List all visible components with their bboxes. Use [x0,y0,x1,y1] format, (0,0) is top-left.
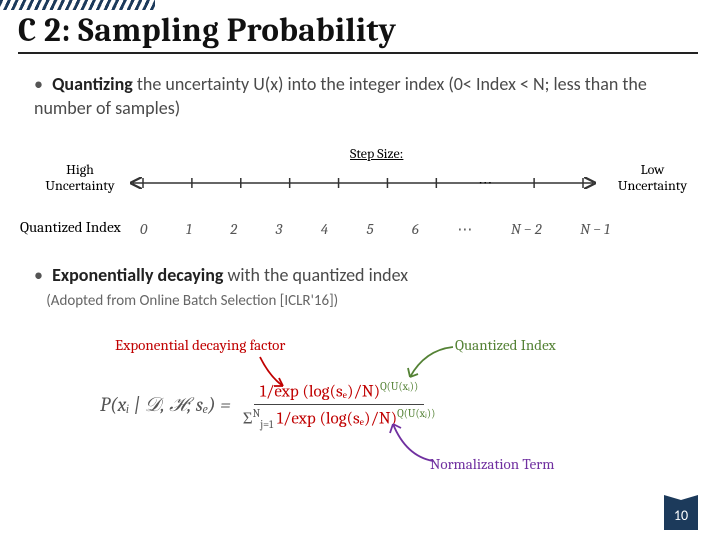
tick-6: 6 [412,220,419,238]
number-line: ⋯ [128,168,598,198]
quantized-index-label-2: Quantized Index [455,336,556,354]
page-number-badge: 10 [664,500,698,530]
quantized-index-label: Quantized Index [20,218,121,236]
bullet-marker: • [34,72,48,96]
den-core: 1/exp (log(sₑ)/N) [277,409,397,428]
normalization-term-label: Normalization Term [430,455,554,473]
den-sum: Σ [243,409,253,428]
tick-0: 0 [140,220,147,238]
num-exp: Q(U(xᵢ)) [380,380,418,393]
bullet2-subnote: (Adopted from Online Batch Selection [IC… [46,292,338,310]
page-title: C 2: Sampling Probability [18,12,698,54]
formula-lhs: P(xᵢ | 𝒟, ℋ; sₑ) = [100,393,231,417]
high-uncertainty-label: High Uncertainty [40,162,120,194]
bullet1-lead: Quantizing [52,73,133,95]
header-hatching [0,0,155,10]
bullet-quantizing: • Quantizing the uncertainty U(x) into t… [34,72,684,121]
tick-n2: N − 2 [511,220,542,238]
bullet-marker: • [34,263,48,287]
step-size-label: Step Size: [350,145,403,162]
tick-2: 2 [230,220,237,238]
tick-3: 3 [276,220,283,238]
svg-text:⋯: ⋯ [478,174,492,191]
bullet2-lead: Exponentially decaying [52,264,223,286]
den-sum-lo: j=1 [260,418,273,431]
tick-n1: N − 1 [580,220,610,238]
index-tick-labels: 0 1 2 3 4 5 6 ⋯ N − 2 N − 1 [140,220,610,238]
bullet2-rest: with the quantized index [223,264,408,286]
formula-numerator: 1/exp (log(sₑ)/N)Q(U(xᵢ)) [254,380,424,405]
tick-ellipsis: ⋯ [457,220,472,238]
tick-5: 5 [367,220,374,238]
tick-1: 1 [186,220,192,238]
num-core: 1/exp (log(sₑ)/N) [260,383,380,402]
bullet-exponential: • Exponentially decaying with the quanti… [34,263,684,312]
low-uncertainty-label: Low Uncertainty [610,162,695,194]
tick-4: 4 [321,220,328,238]
